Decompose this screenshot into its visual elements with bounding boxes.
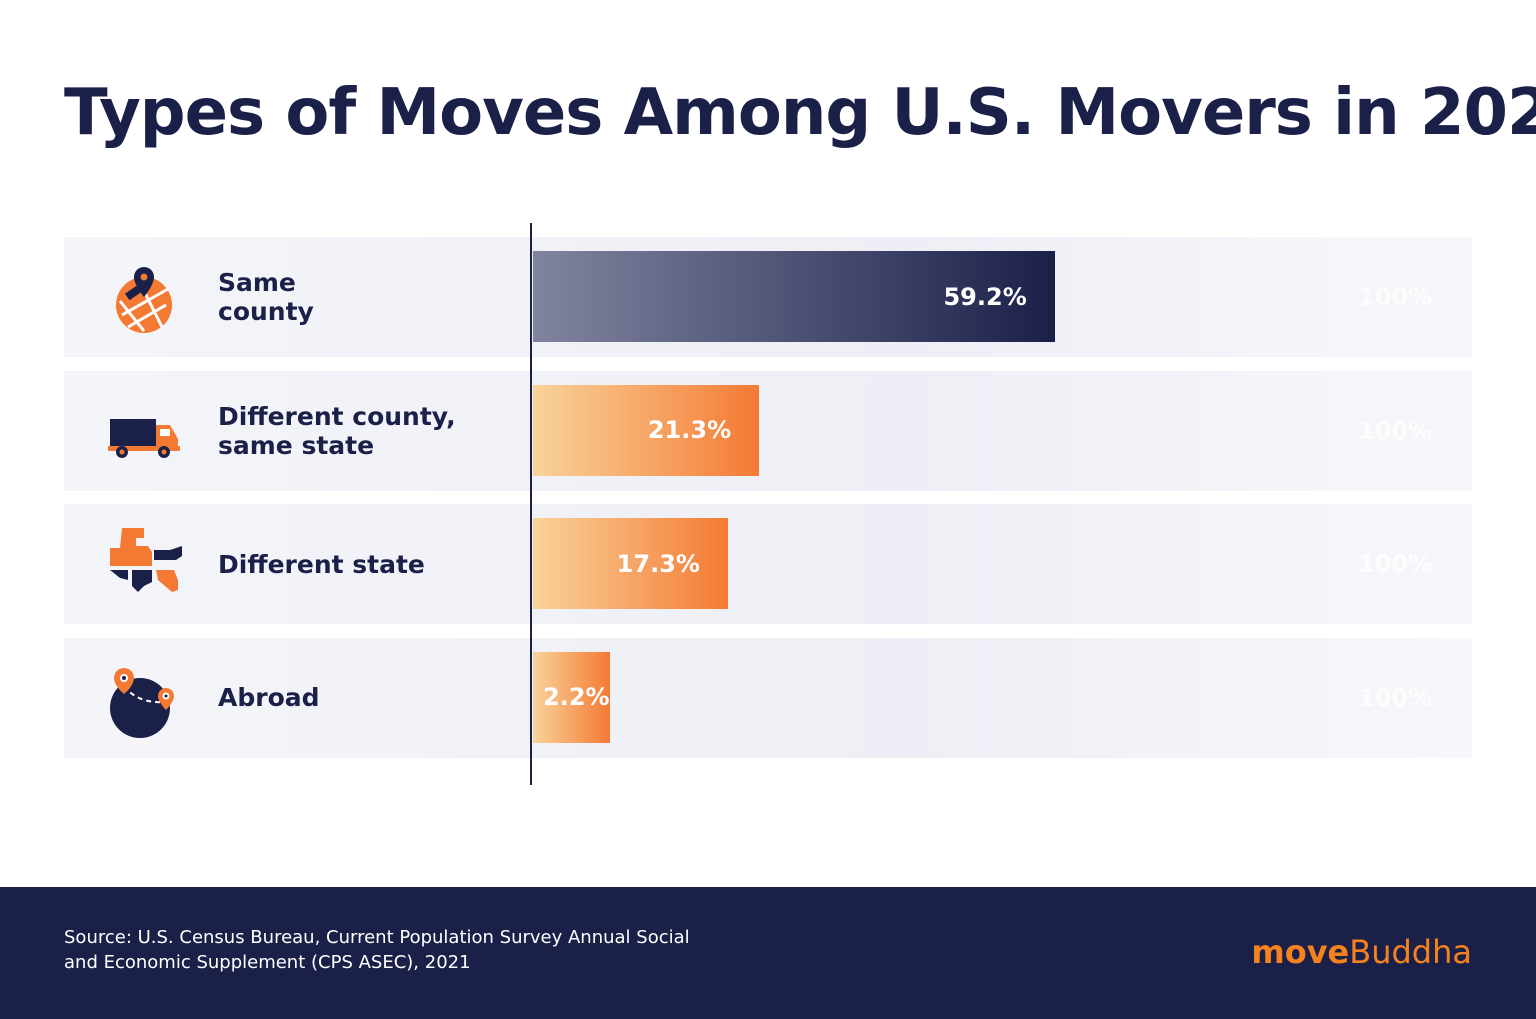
bar: 21.3%: [533, 384, 760, 476]
bar-row: Different county, same state 21.3% 100%: [64, 370, 1472, 491]
value-label: 17.3%: [616, 549, 700, 578]
bar-row: Different state 17.3% 100%: [64, 504, 1472, 624]
max-label: 100%: [1358, 416, 1433, 445]
category-label: Same county: [218, 268, 314, 326]
axis-line: [530, 223, 532, 785]
category-label: Different state: [218, 549, 425, 579]
value-label: 59.2%: [943, 282, 1027, 311]
bar: 2.2%: [533, 651, 611, 743]
max-label: 100%: [1358, 283, 1433, 311]
bar: 59.2%: [533, 251, 1055, 342]
chart-title: Types of Moves Among U.S. Movers in 2021: [64, 76, 1536, 150]
moving-truck-icon: [108, 399, 180, 467]
max-label: 100%: [1358, 683, 1433, 712]
logo-bold: move: [1251, 933, 1350, 971]
footer: Source: U.S. Census Bureau, Current Popu…: [0, 887, 1536, 1019]
us-map-icon: [108, 528, 182, 600]
max-label: 100%: [1358, 550, 1433, 578]
bar-row: Abroad 2.2% 100%: [64, 637, 1472, 758]
logo-light: Buddha: [1349, 933, 1472, 971]
bar: 17.3%: [533, 518, 728, 609]
value-label: 2.2%: [543, 683, 610, 711]
globe-pins-icon: [108, 666, 180, 738]
movebuddha-logo: moveBuddha: [1251, 933, 1472, 971]
value-label: 21.3%: [647, 416, 732, 444]
map-pin-icon: [108, 265, 180, 333]
category-label: Abroad: [218, 683, 320, 712]
bar-row: Same county 59.2% 100%: [64, 237, 1472, 357]
source-text: Source: U.S. Census Bureau, Current Popu…: [64, 927, 690, 973]
category-label: Different county, same state: [218, 401, 456, 460]
